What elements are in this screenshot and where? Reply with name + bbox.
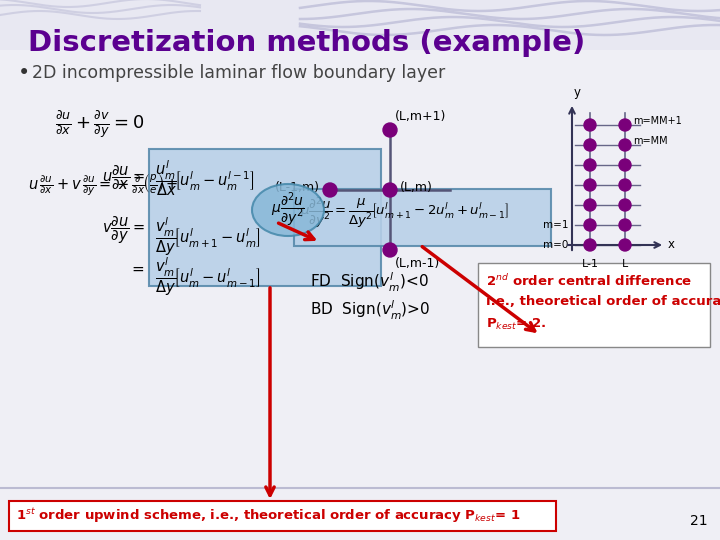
FancyBboxPatch shape xyxy=(9,501,556,531)
Text: $\dfrac{u_m^l}{\Delta x}\!\left[u_m^l - u_m^{l-1}\right]$: $\dfrac{u_m^l}{\Delta x}\!\left[u_m^l - … xyxy=(155,158,255,198)
Circle shape xyxy=(619,119,631,131)
Text: $u\dfrac{\partial u}{\partial x} =$: $u\dfrac{\partial u}{\partial x} =$ xyxy=(102,164,145,192)
Circle shape xyxy=(584,159,596,171)
Text: m=MM+1: m=MM+1 xyxy=(633,116,682,126)
Text: P$_{kest}$= 2.: P$_{kest}$= 2. xyxy=(486,317,546,332)
Text: i.e., theoretical order of accuracy: i.e., theoretical order of accuracy xyxy=(486,295,720,308)
Text: $\mu\dfrac{\partial^2 u}{\partial y^2} = \dfrac{\mu}{\Delta y^2}\!\left[u_{m+1}^: $\mu\dfrac{\partial^2 u}{\partial y^2} =… xyxy=(300,195,509,230)
Text: •: • xyxy=(18,63,30,83)
Circle shape xyxy=(383,183,397,197)
Circle shape xyxy=(619,199,631,211)
Text: (L,m): (L,m) xyxy=(400,180,433,193)
Text: $\dfrac{v_m^l}{\Delta y}\!\left[u_m^l - u_{m-1}^l\right]$: $\dfrac{v_m^l}{\Delta y}\!\left[u_m^l - … xyxy=(155,255,261,298)
Circle shape xyxy=(619,179,631,191)
Text: $\frac{\partial u}{\partial x} + \frac{\partial v}{\partial y} = 0$: $\frac{\partial u}{\partial x} + \frac{\… xyxy=(55,109,144,141)
Text: 21: 21 xyxy=(690,514,708,528)
Text: $\mu\dfrac{\partial^2 u}{\partial y^2}$: $\mu\dfrac{\partial^2 u}{\partial y^2}$ xyxy=(271,191,305,229)
FancyBboxPatch shape xyxy=(478,263,710,347)
Circle shape xyxy=(619,239,631,251)
Text: m=MM: m=MM xyxy=(633,136,667,146)
Text: FD  Sign($v_m^l$)<0: FD Sign($v_m^l$)<0 xyxy=(310,271,428,294)
Circle shape xyxy=(619,219,631,231)
Text: Discretization methods (example): Discretization methods (example) xyxy=(28,29,585,57)
Text: 1$^{st}$ order upwind scheme, i.e., theoretical order of accuracy P$_{kest}$= 1: 1$^{st}$ order upwind scheme, i.e., theo… xyxy=(16,507,521,525)
Text: 2D incompressible laminar flow boundary layer: 2D incompressible laminar flow boundary … xyxy=(32,64,445,82)
Text: (L,m-1): (L,m-1) xyxy=(395,257,440,270)
Circle shape xyxy=(383,123,397,137)
Circle shape xyxy=(584,239,596,251)
Text: m=0: m=0 xyxy=(543,240,568,250)
FancyBboxPatch shape xyxy=(149,149,381,286)
Text: 2$^{nd}$ order central difference: 2$^{nd}$ order central difference xyxy=(486,273,693,289)
Text: $=$: $=$ xyxy=(129,260,145,275)
Text: $u\,\frac{\partial u}{\partial x} + v\,\frac{\partial u}{\partial y} = -\frac{\p: $u\,\frac{\partial u}{\partial x} + v\,\… xyxy=(28,172,178,198)
Text: y: y xyxy=(574,86,581,99)
Circle shape xyxy=(584,139,596,151)
Circle shape xyxy=(323,183,337,197)
Text: x: x xyxy=(668,239,675,252)
Text: L: L xyxy=(622,259,628,269)
Text: $\dfrac{v_m^l}{\Delta y}\!\left[u_{m+1}^l - u_m^l\right]$: $\dfrac{v_m^l}{\Delta y}\!\left[u_{m+1}^… xyxy=(155,215,261,258)
Ellipse shape xyxy=(252,184,324,236)
Text: (L-1,m): (L-1,m) xyxy=(275,180,320,193)
Circle shape xyxy=(619,139,631,151)
Circle shape xyxy=(584,199,596,211)
Polygon shape xyxy=(0,50,720,540)
Text: BD  Sign($v_m^l$)>0: BD Sign($v_m^l$)>0 xyxy=(310,299,431,322)
Circle shape xyxy=(584,219,596,231)
FancyBboxPatch shape xyxy=(294,189,551,246)
Circle shape xyxy=(584,119,596,131)
Circle shape xyxy=(383,243,397,257)
Circle shape xyxy=(619,159,631,171)
Text: m=1: m=1 xyxy=(542,220,568,230)
Text: $v\dfrac{\partial u}{\partial y} =$: $v\dfrac{\partial u}{\partial y} =$ xyxy=(102,214,145,246)
Circle shape xyxy=(584,179,596,191)
Text: L-1: L-1 xyxy=(582,259,598,269)
Text: (L,m+1): (L,m+1) xyxy=(395,110,446,123)
